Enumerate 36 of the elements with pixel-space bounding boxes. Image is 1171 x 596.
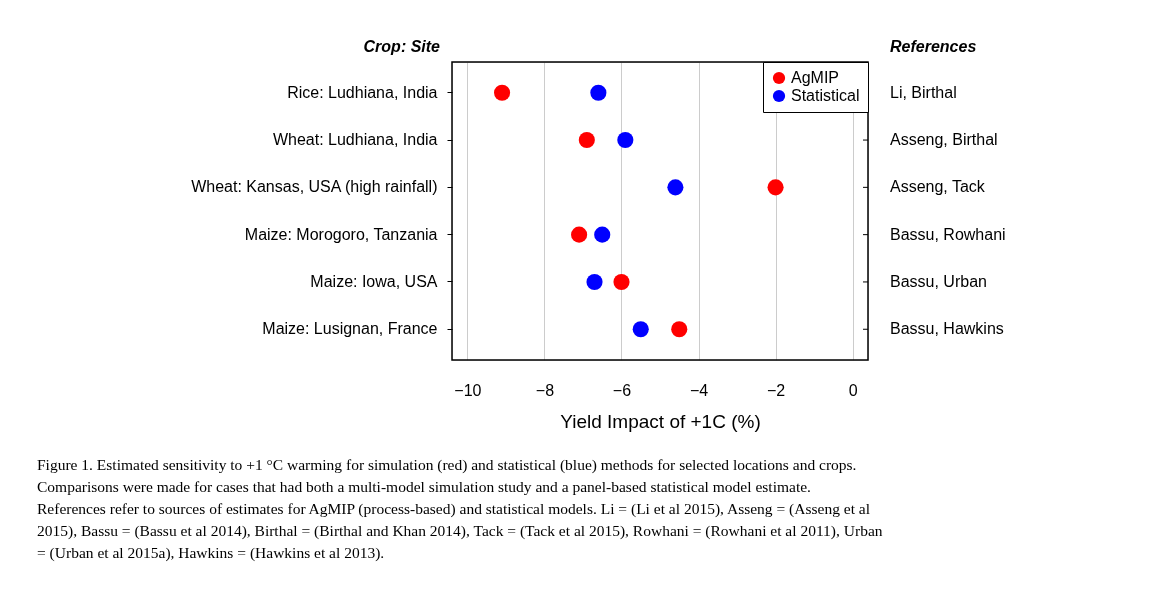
point <box>617 132 634 149</box>
text: Bassu, Rowhani <box>890 225 1006 243</box>
y-tick-label: Maize: Lusignan, France <box>262 320 438 338</box>
text: Asseng, Birthal <box>890 131 998 149</box>
point <box>632 321 649 338</box>
y-tick-label: Wheat: Kansas, USA (high rainfall) <box>191 178 438 196</box>
text: Bassu, Urban <box>890 272 987 290</box>
x-tick-label: 0 <box>848 381 858 399</box>
x-axis-title: Yield Impact of +1C (%) <box>560 410 761 432</box>
point <box>667 179 684 196</box>
text: Crop: Site <box>363 38 441 55</box>
point <box>578 132 595 149</box>
x-tick-label: −8 <box>535 381 555 399</box>
caption: Figure 1. Estimated sensitivity to +1 °C warming for simulation (red) and statistical (blue) methods for selected locations and crops. Comparisons were made for cases that had both a multi-model simulation study and a panel-based statistical model estimate. References refer to sources of estimates for AgMIP (process-based) and statistical models. Li = (Li et al 2015), Asseng = (Asseng et al 2015), Bassu = (Bassu et al 2014), Birthal = (Birthal and Khan 2014), Tack = (Tack et al 2015), Rowhani = (Rowhani et al 2011), Urban = (Urban et al 2015a), Hawkins = (Hawkins et al 2013). <box>37 456 883 562</box>
x-tick-label: −4 <box>689 381 709 399</box>
point <box>494 84 511 101</box>
y-tick-label: Rice: Ludhiana, India <box>287 83 438 101</box>
point <box>571 226 588 243</box>
y-tick-label: Maize: Iowa, USA <box>310 272 438 290</box>
text: Asseng, Tack <box>890 178 986 196</box>
x-tick-label: −10 <box>454 381 482 399</box>
legend-label: Statistical <box>791 87 860 104</box>
point <box>767 179 784 196</box>
point <box>594 226 611 243</box>
point <box>586 273 603 290</box>
x-tick-label: −2 <box>766 381 786 399</box>
y-tick-label: Maize: Morogoro, Tanzania <box>244 225 438 243</box>
legend-label: AgMIP <box>791 69 840 86</box>
text: Bassu, Hawkins <box>890 320 1004 338</box>
point <box>613 273 630 290</box>
y-tick-label: Wheat: Ludhiana, India <box>272 131 438 149</box>
point <box>590 84 607 101</box>
point <box>671 321 688 338</box>
x-tick-label: −6 <box>612 381 632 399</box>
text: Li, Birthal <box>890 83 957 101</box>
text: References <box>890 38 977 55</box>
